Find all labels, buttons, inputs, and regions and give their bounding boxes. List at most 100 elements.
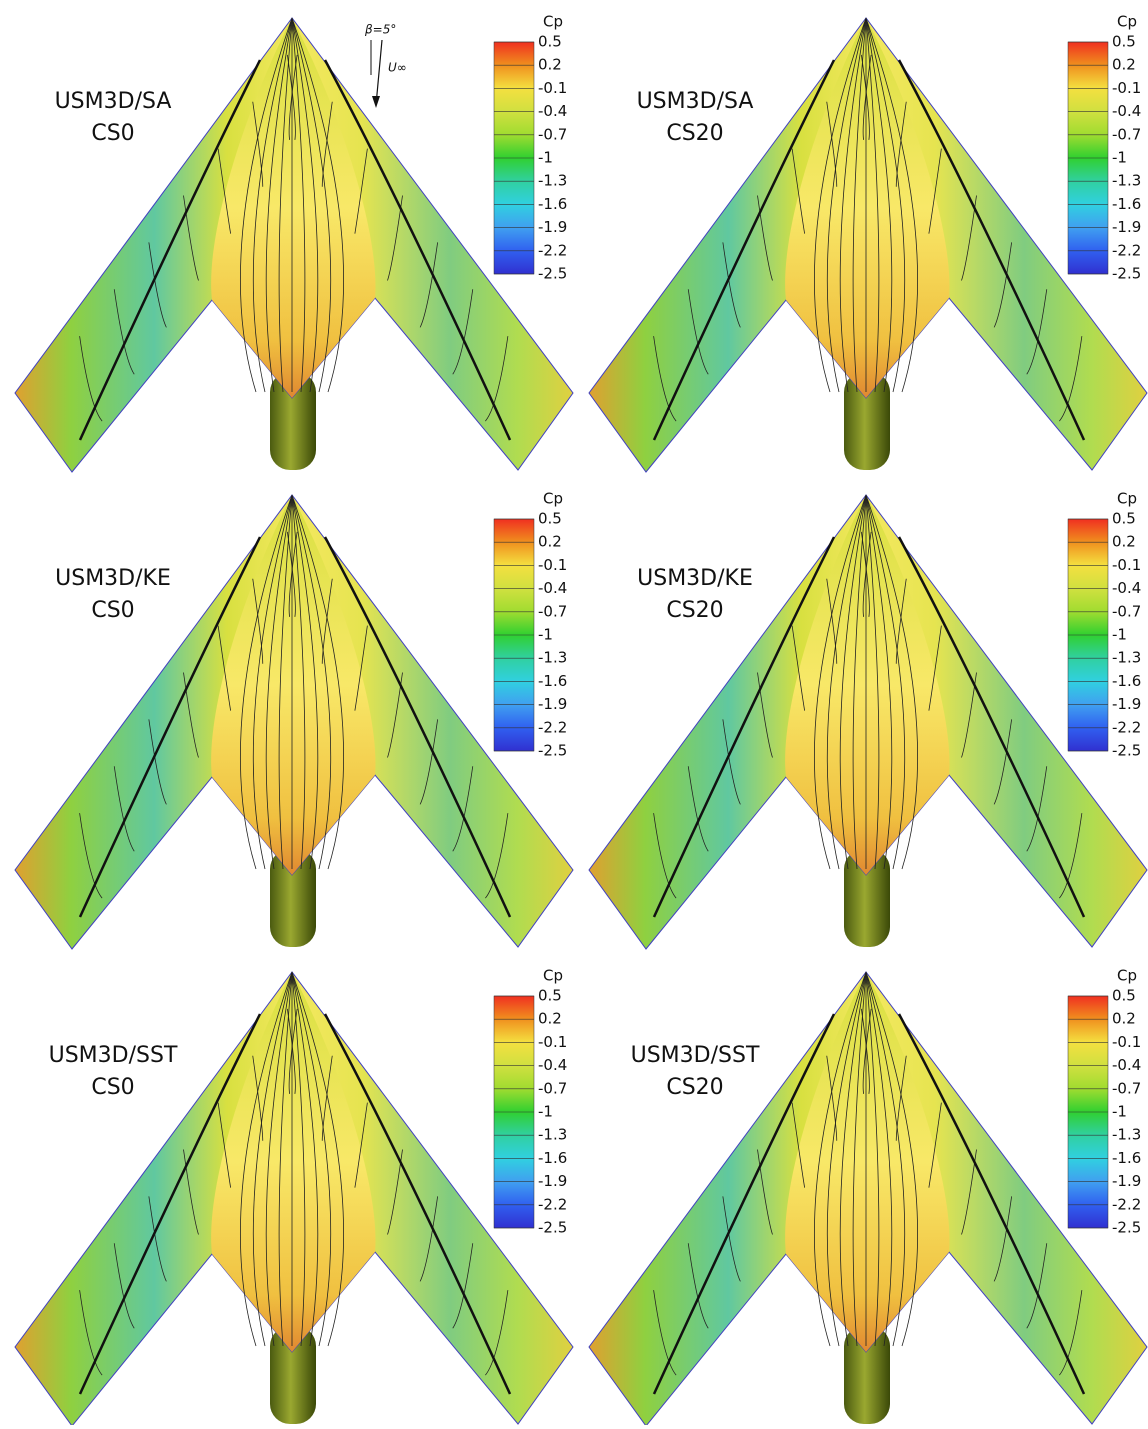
colorbar-tick-label: -0.7 — [1112, 1079, 1141, 1097]
colorbar-tick-label: -2.5 — [1112, 742, 1141, 760]
streamline — [452, 766, 474, 852]
colorbar-tick-label: -2.2 — [1112, 241, 1141, 259]
center-body — [211, 18, 376, 398]
colorbar-tick-label: -0.7 — [1112, 125, 1141, 143]
colorbar-tick-label: -0.4 — [538, 579, 567, 597]
colorbar-tick-label: -1 — [1112, 149, 1127, 167]
streamline — [79, 813, 103, 899]
streamline — [265, 971, 293, 1347]
streamline — [839, 17, 867, 393]
colorbar-tick-label: -1.3 — [538, 649, 567, 667]
vortex-line — [897, 59, 1086, 441]
colorbar-tick-label: 0.2 — [538, 56, 562, 74]
streamline — [865, 971, 880, 1347]
streamline — [291, 17, 345, 393]
panel: USM3D/SST CS0 Cp 0.5 0.2 -0.1 -0.4 -0.7 -1 -1.3 -1… — [14, 967, 574, 1427]
sting — [844, 1326, 890, 1424]
colorbar-tick-label: -2.2 — [538, 241, 567, 259]
colorbar-tick-label: -0.7 — [1112, 602, 1141, 620]
streamline — [354, 625, 368, 711]
streamline — [839, 494, 867, 870]
sting — [270, 372, 316, 470]
streamline — [865, 971, 893, 1347]
streamline — [993, 1196, 1013, 1282]
colorbar-tick-label: -1.3 — [1112, 1126, 1141, 1144]
streamline — [865, 971, 906, 1347]
streamline — [865, 17, 919, 393]
streamline — [148, 1196, 167, 1282]
streamline — [1059, 336, 1083, 422]
streamline — [278, 971, 293, 1347]
colorbar-tick-label: -1 — [1112, 626, 1127, 644]
streamline — [183, 195, 199, 281]
streamline — [865, 494, 919, 870]
streamline — [722, 242, 741, 328]
streamline — [852, 494, 867, 870]
vortex-line — [78, 1013, 262, 1395]
streamline — [419, 242, 439, 328]
streamline — [791, 1102, 806, 1188]
panel: USM3D/SA CS0 Cp 0.5 0.2 -0.1 -0.4 -0.7 -1 -1.3 -1.… — [14, 13, 574, 473]
streamline — [813, 17, 867, 393]
streamline — [79, 336, 103, 422]
colorbar-tick-label: -1 — [538, 626, 553, 644]
streamline — [291, 17, 332, 393]
streamline — [354, 148, 368, 234]
streamline — [419, 1196, 439, 1282]
colorbar-tick-label: -0.4 — [1112, 579, 1141, 597]
colorbar-tick-label: -1 — [1112, 1103, 1127, 1121]
streamline — [183, 1149, 199, 1235]
streamline — [252, 578, 264, 664]
colorbar-tick-label: -1 — [538, 1103, 553, 1121]
streamline — [722, 1196, 741, 1282]
colorbar-tick-label: 0.5 — [1112, 33, 1136, 51]
colorbar-tick-label: -2.5 — [1112, 1219, 1141, 1237]
streamline — [826, 101, 838, 187]
streamline — [862, 1008, 872, 1094]
colorbar-tick-label: -0.1 — [538, 79, 567, 97]
streamline — [826, 578, 838, 664]
streamline — [291, 17, 306, 393]
sideslip-label: β=5° — [364, 23, 396, 37]
streamline — [239, 494, 293, 870]
streamline — [791, 625, 806, 711]
streamline — [148, 719, 167, 805]
colorbar-tick-label: -1.3 — [538, 172, 567, 190]
streamline — [321, 578, 333, 664]
colorbar-tick-label: -2.5 — [538, 742, 567, 760]
colorbar-title: Cp — [1117, 967, 1137, 985]
streamline — [865, 17, 906, 393]
colorbar-tick-label: -0.7 — [538, 125, 567, 143]
vortex-line — [897, 1013, 1086, 1395]
streamline — [286, 1008, 296, 1094]
colorbar-tick-label: 0.2 — [538, 533, 562, 551]
streamline — [79, 1290, 103, 1376]
streamline — [217, 148, 232, 234]
streamline — [321, 1055, 333, 1141]
sting — [270, 849, 316, 947]
case-label: USM3D/SST — [631, 1043, 760, 1068]
streamline — [813, 494, 867, 870]
center-body — [211, 972, 376, 1352]
colorbar-tick-label: 0.2 — [1112, 56, 1136, 74]
case-label: USM3D/SST — [49, 1043, 178, 1068]
streamline — [895, 101, 907, 187]
vortex-line — [323, 1013, 512, 1395]
colorbar-tick-label: -1.9 — [538, 1172, 567, 1190]
streamline — [291, 971, 332, 1347]
streamline — [993, 719, 1013, 805]
colorbar-tick-label: 0.5 — [1112, 510, 1136, 528]
streamline — [895, 1055, 907, 1141]
case-label: USM3D/KE — [637, 566, 753, 591]
streamline — [928, 148, 942, 234]
streamline — [217, 625, 232, 711]
colorbar-tick-label: -2.2 — [1112, 1195, 1141, 1213]
vortex-line — [78, 536, 262, 918]
colorbar-tick-label: 0.2 — [1112, 533, 1136, 551]
center-body — [785, 972, 950, 1352]
streamline — [865, 17, 880, 393]
colorbar-tick-label: 0.5 — [538, 987, 562, 1005]
streamline — [722, 719, 741, 805]
streamline — [757, 672, 773, 758]
streamline — [252, 101, 264, 187]
